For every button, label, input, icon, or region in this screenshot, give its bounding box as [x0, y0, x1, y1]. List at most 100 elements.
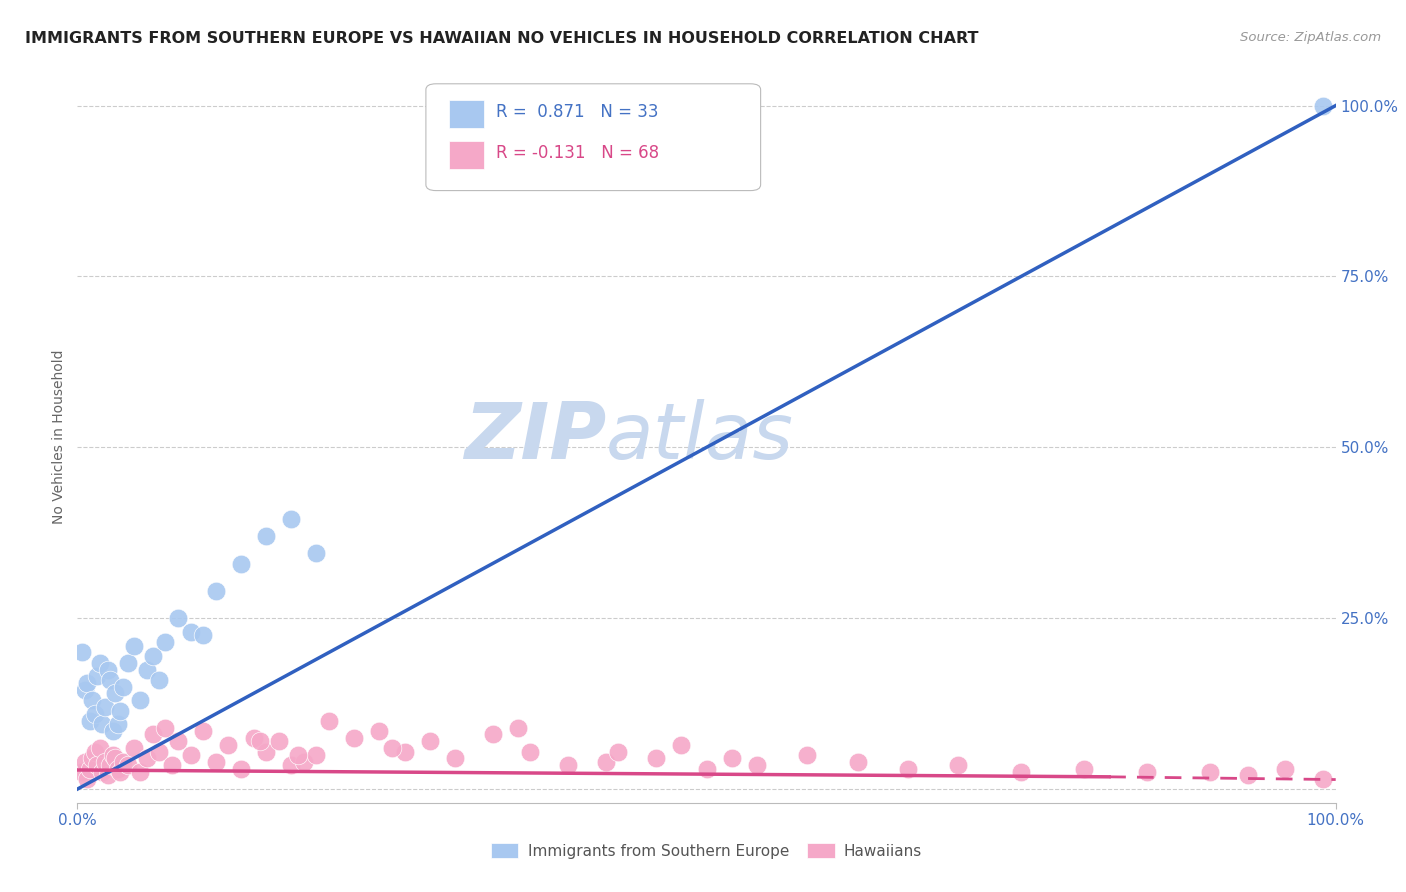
- Point: [444, 751, 467, 765]
- Point: [117, 758, 139, 772]
- Point: [595, 755, 617, 769]
- Text: IMMIGRANTS FROM SOUTHERN EUROPE VS HAWAIIAN NO VEHICLES IN HOUSEHOLD CORRELATION: IMMIGRANTS FROM SOUTHERN EUROPE VS HAWAI…: [25, 31, 979, 46]
- Point: [305, 546, 328, 560]
- Point: [745, 758, 768, 772]
- Point: [481, 727, 503, 741]
- Point: [229, 762, 252, 776]
- Point: [111, 755, 134, 769]
- Point: [142, 648, 165, 663]
- Point: [318, 714, 340, 728]
- Legend: Immigrants from Southern Europe, Hawaiians: Immigrants from Southern Europe, Hawaiia…: [485, 837, 928, 864]
- Point: [1073, 762, 1095, 776]
- Point: [107, 762, 129, 776]
- Point: [104, 686, 127, 700]
- Point: [249, 734, 271, 748]
- Point: [292, 755, 315, 769]
- Point: [1198, 765, 1220, 780]
- Point: [381, 741, 404, 756]
- Point: [287, 747, 309, 762]
- Point: [242, 731, 264, 745]
- Point: [86, 669, 108, 683]
- Point: [254, 745, 277, 759]
- Point: [720, 751, 742, 765]
- Point: [796, 747, 818, 762]
- Bar: [449, 100, 484, 128]
- Point: [96, 663, 118, 677]
- Point: [72, 645, 94, 659]
- Point: [506, 721, 529, 735]
- Point: [368, 724, 391, 739]
- Point: [155, 635, 177, 649]
- Point: [107, 717, 129, 731]
- Point: [160, 758, 183, 772]
- Point: [1236, 768, 1258, 782]
- Point: [1274, 762, 1296, 776]
- Point: [86, 758, 108, 772]
- Point: [108, 704, 131, 718]
- Text: R = -0.131   N = 68: R = -0.131 N = 68: [496, 145, 659, 162]
- Point: [108, 765, 131, 780]
- Point: [117, 656, 139, 670]
- Point: [142, 727, 165, 741]
- Point: [135, 751, 157, 765]
- Point: [607, 745, 630, 759]
- Point: [79, 762, 101, 776]
- Point: [73, 755, 96, 769]
- Point: [73, 683, 96, 698]
- Y-axis label: No Vehicles in Household: No Vehicles in Household: [52, 350, 66, 524]
- Point: [1312, 98, 1334, 112]
- Point: [111, 680, 134, 694]
- Point: [84, 706, 107, 721]
- Point: [94, 755, 117, 769]
- Point: [191, 628, 215, 642]
- Point: [76, 772, 98, 786]
- Text: Source: ZipAtlas.com: Source: ZipAtlas.com: [1240, 31, 1381, 45]
- Point: [180, 747, 202, 762]
- Point: [280, 512, 302, 526]
- Point: [122, 639, 145, 653]
- Point: [167, 734, 190, 748]
- Point: [519, 745, 541, 759]
- Point: [129, 693, 152, 707]
- Point: [135, 663, 157, 677]
- Point: [948, 758, 970, 772]
- Point: [76, 676, 98, 690]
- Text: atlas: atlas: [606, 399, 794, 475]
- Point: [846, 755, 869, 769]
- Point: [89, 741, 111, 756]
- Point: [91, 717, 114, 731]
- Point: [305, 747, 328, 762]
- Point: [101, 724, 124, 739]
- Point: [129, 765, 152, 780]
- Point: [101, 747, 124, 762]
- Point: [897, 762, 920, 776]
- Point: [94, 700, 117, 714]
- Point: [280, 758, 302, 772]
- Bar: [449, 141, 484, 169]
- Point: [204, 583, 226, 598]
- Point: [84, 745, 107, 759]
- Point: [671, 738, 693, 752]
- Point: [155, 721, 177, 735]
- Point: [267, 734, 290, 748]
- Point: [82, 751, 104, 765]
- Point: [343, 731, 366, 745]
- Point: [96, 768, 118, 782]
- Point: [1010, 765, 1032, 780]
- Point: [148, 745, 170, 759]
- Point: [72, 765, 94, 780]
- Point: [91, 765, 114, 780]
- Point: [122, 741, 145, 756]
- Point: [1312, 772, 1334, 786]
- Point: [98, 758, 121, 772]
- Point: [419, 734, 441, 748]
- Text: R =  0.871   N = 33: R = 0.871 N = 33: [496, 103, 659, 121]
- Point: [98, 673, 121, 687]
- Point: [1136, 765, 1159, 780]
- Point: [394, 745, 416, 759]
- Point: [180, 624, 202, 639]
- Point: [557, 758, 579, 772]
- Point: [79, 714, 101, 728]
- Point: [167, 611, 190, 625]
- Point: [254, 529, 277, 543]
